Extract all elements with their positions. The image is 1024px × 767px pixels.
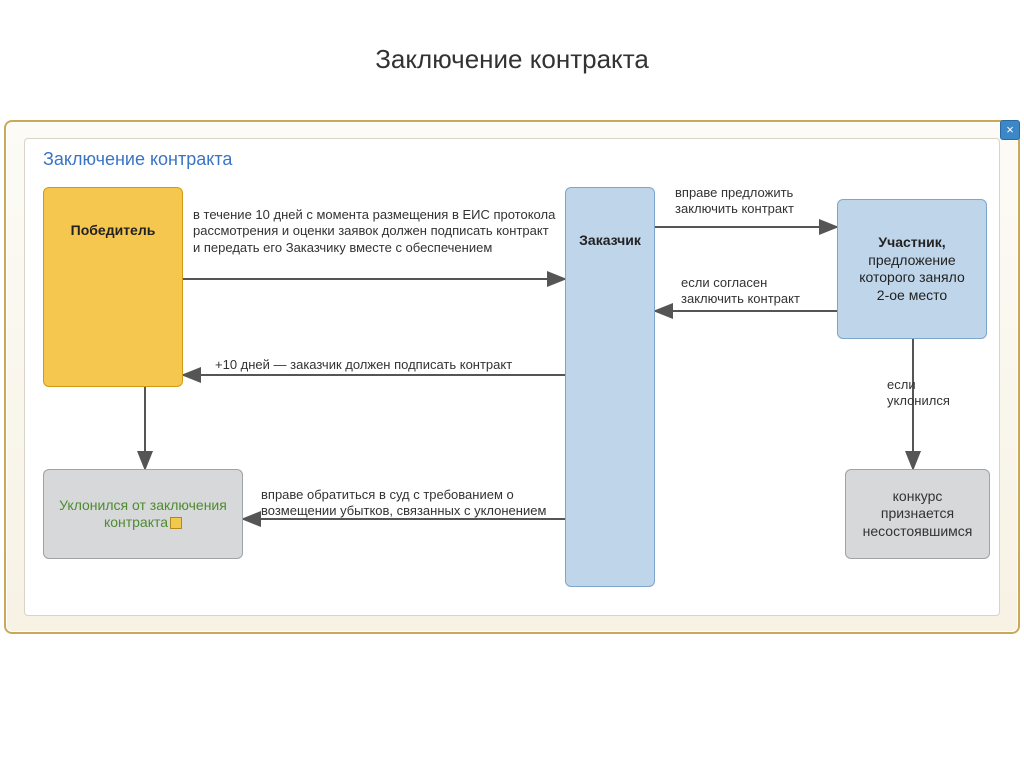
node-participant: Участник,предложениекоторого заняло2-ое … — [837, 199, 987, 339]
node-label: Победитель — [71, 222, 156, 240]
edge-label-e6: еслиуклонился — [887, 377, 950, 410]
edge-label-e5: вправе обратиться в суд с требованием ов… — [261, 487, 546, 520]
node-label: Участник,предложениекоторого заняло2-ое … — [859, 234, 964, 304]
inner-panel: Заключение контракта Победитель Заказчик У… — [24, 138, 1000, 616]
inner-title: Заключение контракта — [43, 149, 232, 170]
edge-label-e1: в течение 10 дней с момента размещения в… — [193, 207, 555, 256]
page-title: Заключение контракта — [0, 44, 1024, 75]
flag-icon — [170, 517, 182, 529]
node-winner: Победитель — [43, 187, 183, 387]
edge-label-e3: вправе предложитьзаключить контракт — [675, 185, 794, 218]
edge-label-e2: +10 дней — заказчик должен подписать кон… — [215, 357, 512, 373]
node-label: Уклонился от заключенияконтракта — [59, 497, 227, 532]
page: Заключение контракта × Заключение контра… — [0, 0, 1024, 767]
node-label: конкурспризнаетсянесостоявшимся — [863, 488, 973, 541]
node-customer: Заказчик — [565, 187, 655, 587]
edge-label-e4: если согласензаключить контракт — [681, 275, 800, 308]
node-label: Заказчик — [579, 232, 641, 250]
node-failed: конкурспризнаетсянесостоявшимся — [845, 469, 990, 559]
close-icon[interactable]: × — [1000, 120, 1020, 140]
node-evaded: Уклонился от заключенияконтракта — [43, 469, 243, 559]
outer-panel: × Заключение контракта Победитель Заказчи… — [4, 120, 1020, 634]
